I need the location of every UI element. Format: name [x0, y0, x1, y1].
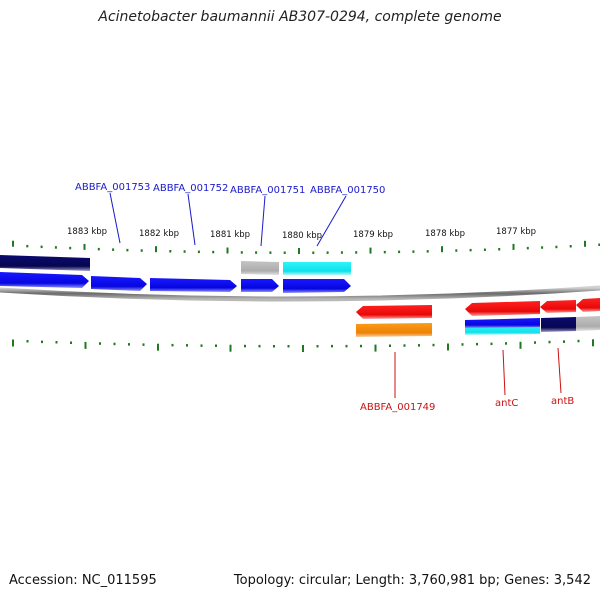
- gene-label-ABBFA-001750[interactable]: ABBFA_001750: [310, 185, 385, 196]
- gene-label-ABBFA-001752[interactable]: ABBFA_001752: [153, 183, 228, 194]
- gray-feature-bottom[interactable]: [576, 316, 600, 331]
- gene-arrow-reverse-3[interactable]: [540, 300, 576, 313]
- gene-arrow-reverse-1[interactable]: [356, 305, 432, 319]
- gene-arrow-reverse-2[interactable]: [465, 301, 540, 316]
- gene-label-ABBFA-001749[interactable]: ABBFA_001749: [360, 402, 435, 413]
- top-ruler-ticks: [12, 240, 600, 254]
- gene-arrow-forward-4[interactable]: [241, 279, 279, 292]
- bottom-ruler-ticks: [12, 339, 594, 352]
- gene-label-ABBFA-001751[interactable]: ABBFA_001751: [230, 185, 305, 196]
- gene-label-antC[interactable]: antC: [495, 398, 518, 409]
- gene-arrow-forward-2[interactable]: [91, 276, 147, 291]
- blue-feature-bottom[interactable]: [465, 318, 540, 328]
- topology-text: Topology: circular; Length: 3,760,981 bp…: [233, 573, 591, 588]
- ruler-label-1879: 1879 kbp: [353, 230, 393, 240]
- gene-arrow-forward-1[interactable]: [0, 272, 89, 288]
- accession-text: Accession: NC_011595: [9, 573, 157, 588]
- leader-line-001753: [109, 192, 121, 244]
- orange-feature-bottom[interactable]: [356, 323, 432, 337]
- gene-label-antB[interactable]: antB: [551, 396, 574, 407]
- gray-feature-top[interactable]: [241, 261, 279, 275]
- leader-line-001751: [260, 195, 266, 247]
- ruler-label-1882: 1882 kbp: [139, 229, 179, 239]
- ruler-label-1881: 1881 kbp: [210, 230, 250, 240]
- navy-feature-top[interactable]: [0, 255, 90, 271]
- genome-title: Acinetobacter baumannii AB307-0294, comp…: [98, 9, 502, 25]
- leader-line-001750: [316, 195, 347, 247]
- gene-label-ABBFA-001753[interactable]: ABBFA_001753: [75, 182, 150, 193]
- gene-arrow-reverse-4[interactable]: [576, 298, 600, 312]
- ruler-label-1883: 1883 kbp: [67, 227, 107, 237]
- ruler-label-1878: 1878 kbp: [425, 229, 465, 239]
- cyan-feature-bottom[interactable]: [465, 326, 540, 335]
- gene-arrow-forward-3[interactable]: [150, 278, 237, 292]
- gene-arrow-forward-5[interactable]: [283, 279, 351, 293]
- ruler-label-1877: 1877 kbp: [496, 227, 536, 237]
- cyan-feature-top[interactable]: [283, 262, 351, 275]
- leader-line-antC: [502, 349, 506, 396]
- leader-line-001752: [187, 193, 196, 246]
- navy-feature-bottom[interactable]: [541, 317, 576, 332]
- leader-line-antB: [557, 347, 562, 394]
- genome-backbone: [0, 285, 600, 302]
- ruler-label-1880: 1880 kbp: [282, 231, 322, 241]
